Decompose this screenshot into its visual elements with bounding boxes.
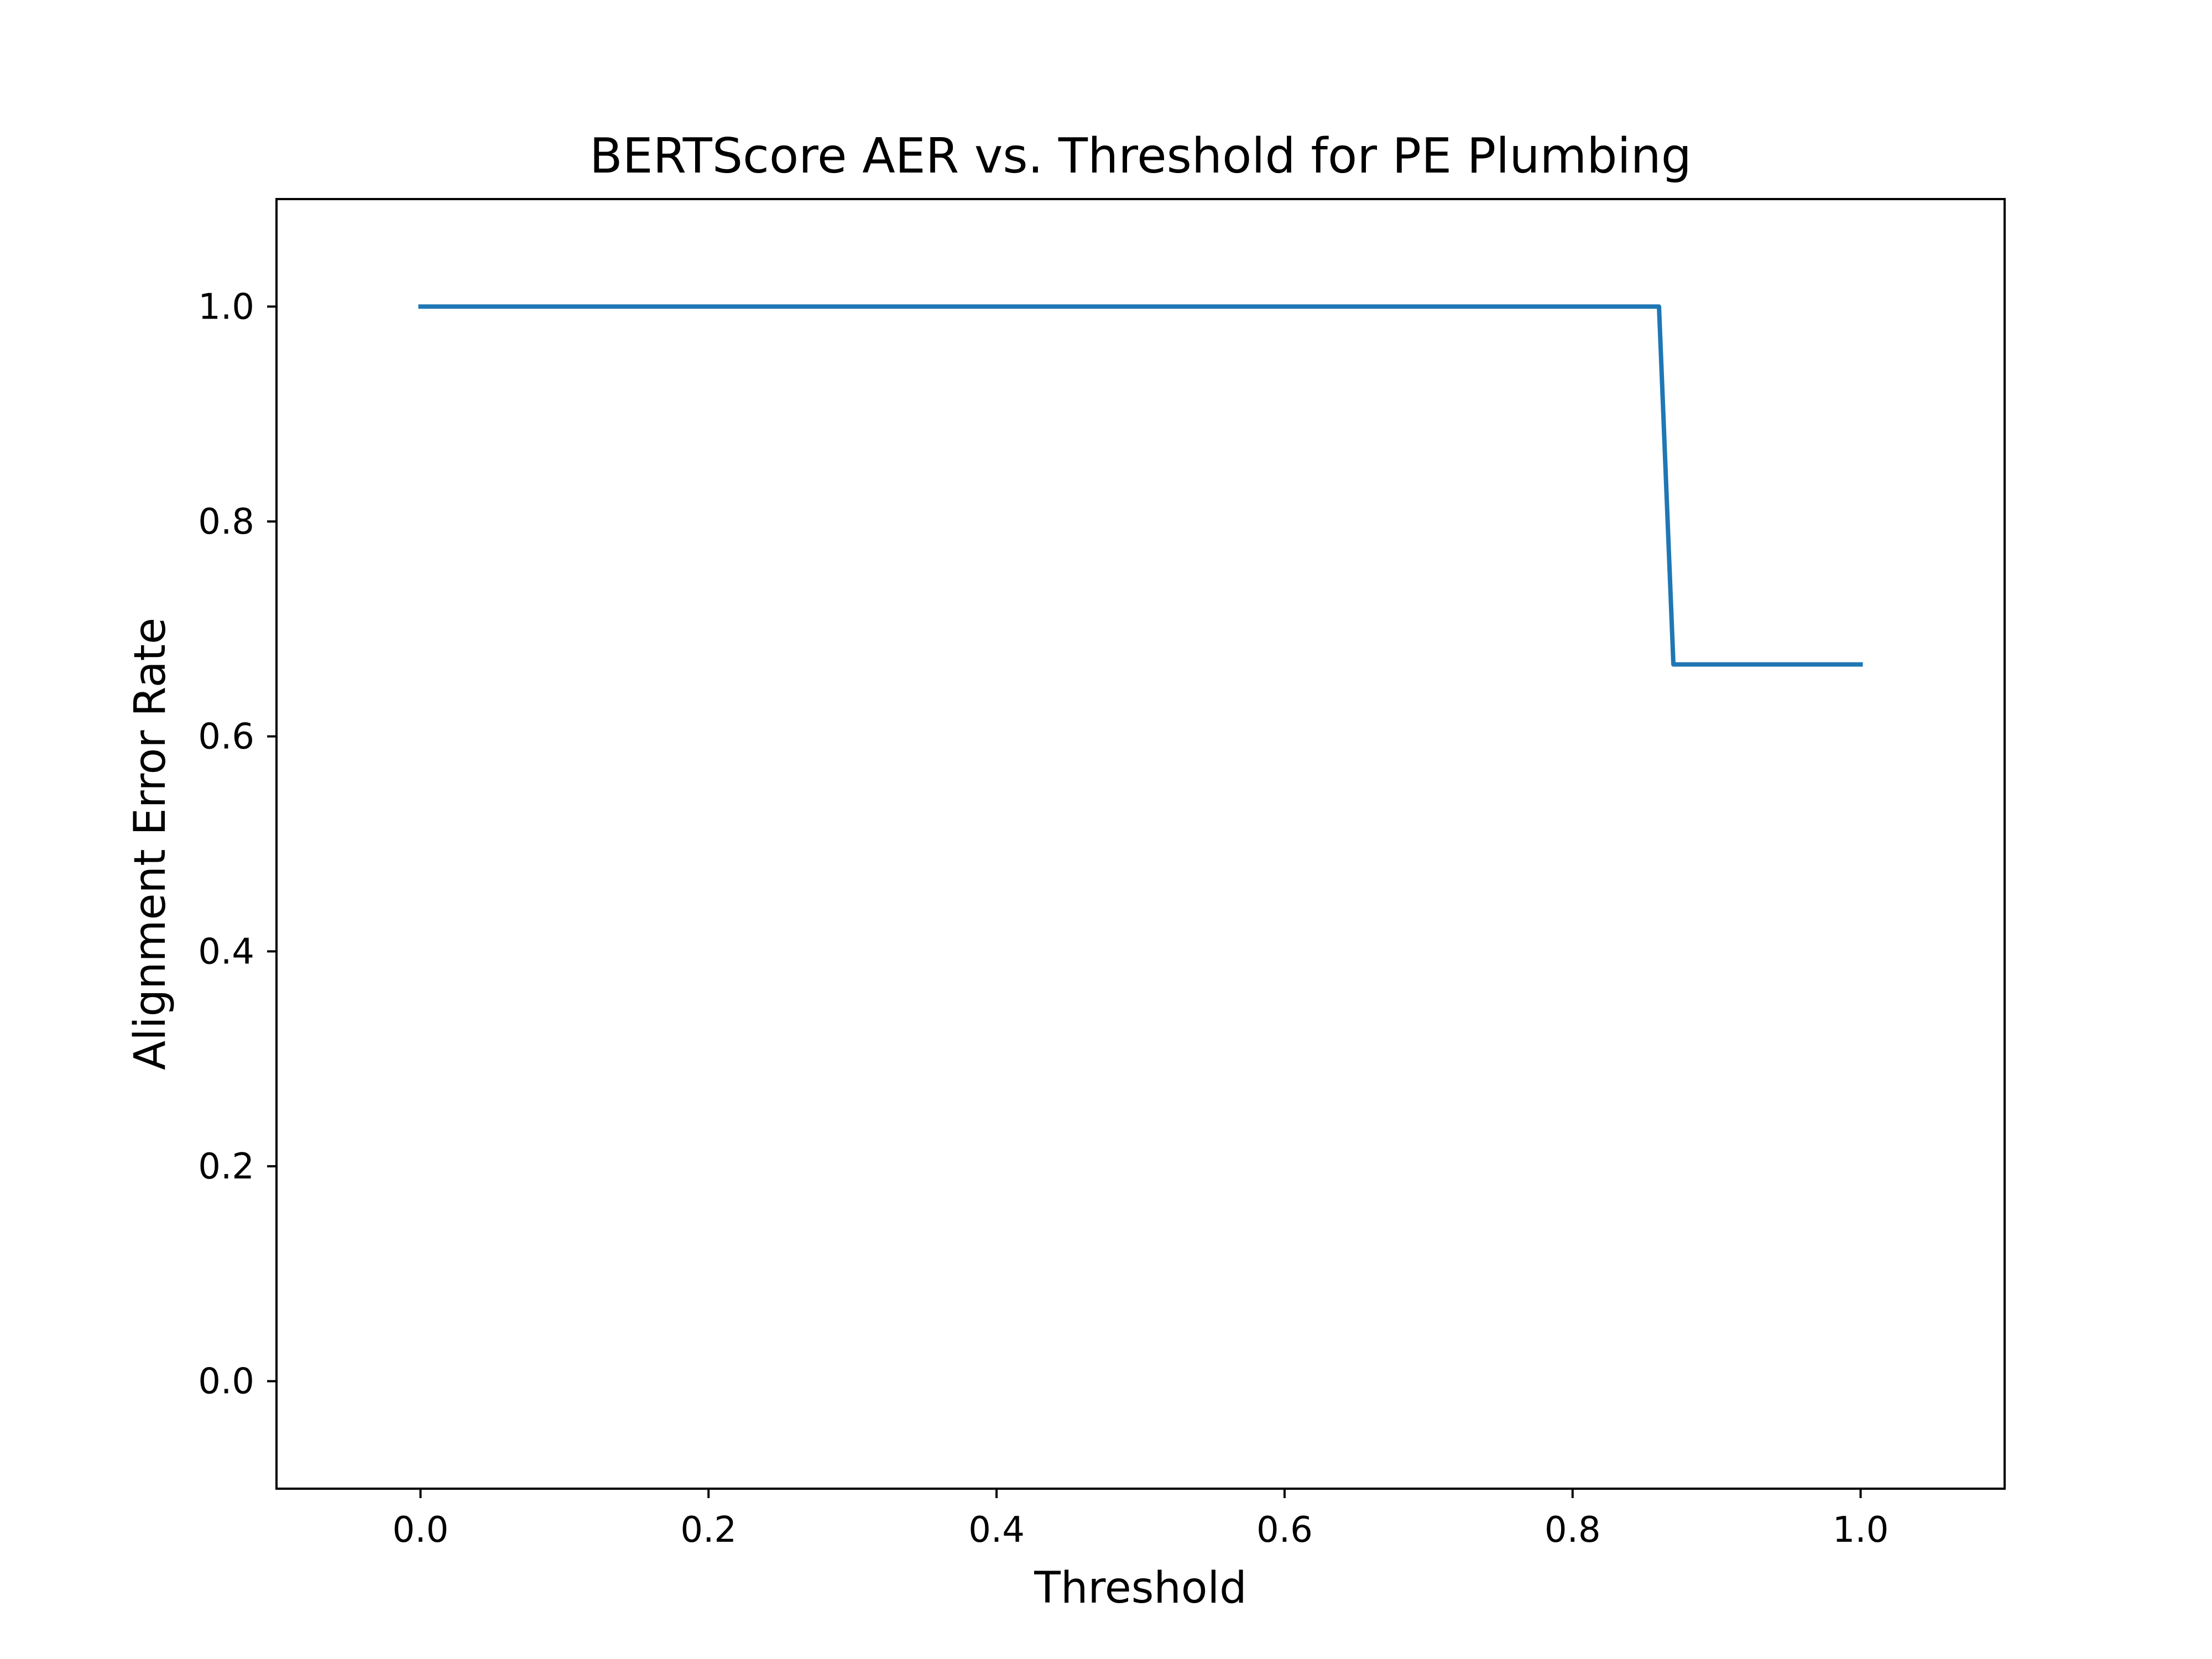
- x-axis: 0.0 0.2 0.4 0.6 0.8 1.0: [393, 1489, 1889, 1551]
- x-tick-label: 0.2: [680, 1510, 737, 1551]
- y-tick-label: 0.8: [198, 502, 254, 542]
- plot-frame: [275, 198, 2006, 1490]
- x-tick-label: 0.4: [968, 1510, 1025, 1551]
- y-tick-label: 1.0: [198, 286, 254, 327]
- x-tick-label: 0.6: [1256, 1510, 1313, 1551]
- chart-title: BERTScore AER vs. Threshold for PE Plumb…: [589, 128, 1692, 184]
- y-axis: 0.0 0.2 0.4 0.6 0.8 1.0: [198, 286, 276, 1402]
- x-tick-label: 1.0: [1833, 1510, 1889, 1551]
- series-line-1: [418, 304, 1863, 667]
- x-axis-label: Threshold: [1034, 1563, 1246, 1613]
- x-tick-label: 0.8: [1545, 1510, 1601, 1551]
- y-axis-label: Alignment Error Rate: [126, 618, 175, 1070]
- plot-background: [276, 199, 2005, 1489]
- series-layer: [418, 304, 1863, 667]
- plot-area: [276, 199, 2005, 1489]
- y-tick-label: 0.0: [198, 1361, 254, 1402]
- y-tick-label: 0.6: [198, 717, 254, 758]
- x-tick-label: 0.0: [393, 1510, 449, 1551]
- y-tick-label: 0.2: [198, 1146, 254, 1187]
- y-tick-label: 0.4: [198, 931, 254, 972]
